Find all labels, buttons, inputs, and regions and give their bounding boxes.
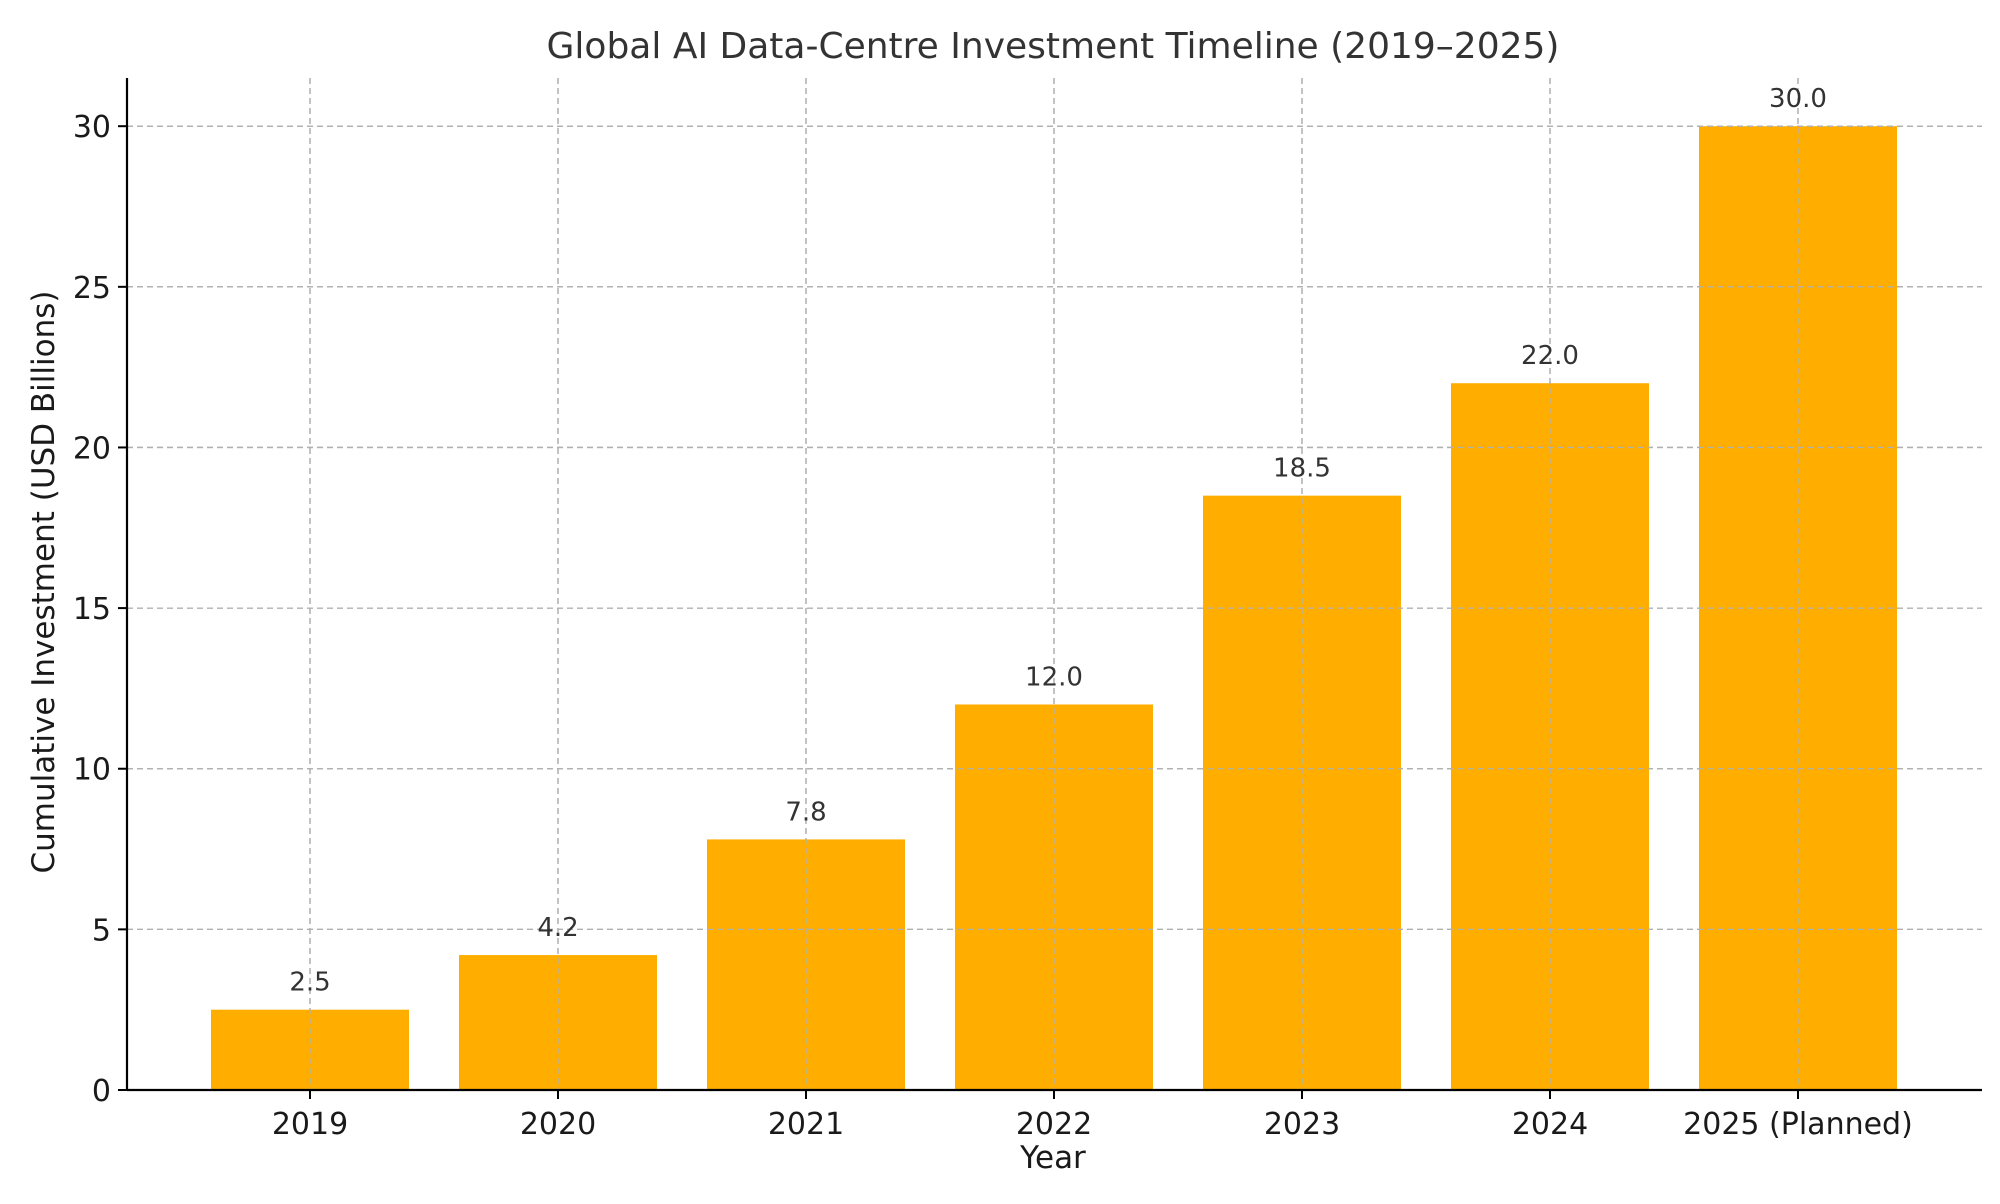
- x-axis-title: Year: [1019, 1140, 1086, 1176]
- bar-value-label: 2.5: [289, 968, 330, 998]
- chart-title: Global AI Data-Centre Investment Timelin…: [547, 26, 1560, 67]
- bar-value-label: 12.0: [1025, 662, 1083, 692]
- bar-value-label: 22.0: [1521, 341, 1579, 371]
- y-tick-label: 5: [92, 913, 111, 948]
- y-tick-label: 0: [92, 1074, 111, 1109]
- grid-overlay: [127, 78, 1982, 1090]
- y-axis-title: Cumulative Investment (USD Billions): [26, 291, 62, 874]
- y-tick-label: 20: [73, 431, 111, 466]
- bar-value-label: 30.0: [1769, 84, 1827, 114]
- y-tick-label: 15: [73, 592, 111, 627]
- x-tick-label: 2025 (Planned): [1683, 1107, 1913, 1142]
- bar-value-label: 18.5: [1273, 454, 1331, 484]
- y-tick-label: 30: [73, 110, 111, 145]
- bar-value-label: 7.8: [785, 797, 826, 827]
- y-tick-label: 25: [73, 271, 111, 306]
- x-tick-label: 2024: [1512, 1107, 1588, 1142]
- x-tick-label: 2019: [272, 1107, 348, 1142]
- axes: 0 5 10 15 20 25 30 2019 2020 2021 2022 2023 2024 2025…: [73, 78, 1982, 1142]
- data-labels: 2.5 4.2 7.8 12.0 18.5 22.0 30.0: [289, 84, 1827, 997]
- x-tick-label: 2021: [768, 1107, 844, 1142]
- bar-value-label: 4.2: [537, 913, 578, 943]
- x-tick-label: 2020: [520, 1107, 596, 1142]
- x-tick-label: 2023: [1264, 1107, 1340, 1142]
- y-tick-label: 10: [73, 753, 111, 788]
- x-tick-label: 2022: [1016, 1107, 1092, 1142]
